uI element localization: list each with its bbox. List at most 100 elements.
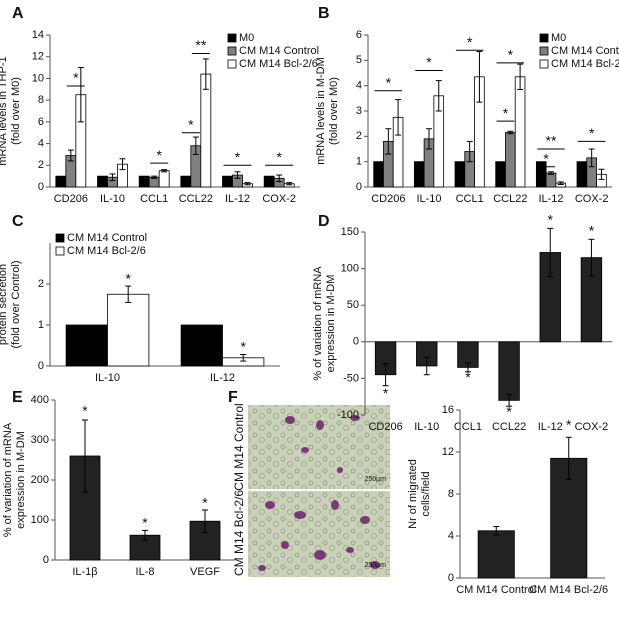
y-tick-label: 5 <box>356 54 362 66</box>
legend-swatch <box>539 33 549 43</box>
legend-label: CM M14 Bcl-2/6 <box>67 245 146 257</box>
error-bar <box>493 526 500 536</box>
y-tick-label: 12 <box>32 51 44 63</box>
y-tick-label: 1 <box>356 156 362 168</box>
x-tick-label: CCL1 <box>454 421 482 433</box>
error-bar <box>82 419 88 493</box>
significance-marker: * <box>142 515 148 531</box>
significance-marker: * <box>156 147 162 163</box>
significance-marker: * <box>506 404 512 420</box>
x-tick-label: IL-10 <box>416 193 441 205</box>
significance-marker: * <box>465 369 471 385</box>
significance-marker: * <box>426 54 432 70</box>
bar <box>97 175 108 188</box>
y-tick-label: 200 <box>31 474 49 486</box>
x-tick-label: IL-12 <box>225 193 250 205</box>
legend-swatch <box>227 33 237 43</box>
bar <box>180 175 192 188</box>
significance-marker: * <box>543 150 549 166</box>
error-bar <box>286 182 293 186</box>
x-tick-label: IL-12 <box>538 421 563 433</box>
y-tick-label: 1 <box>38 319 44 331</box>
bar <box>454 161 466 188</box>
y-tick-label: 16 <box>442 404 454 416</box>
panel-chart: E 0 100 200 300 400 % of variation of mRNA expr… <box>2 389 235 578</box>
legend-label: M0 <box>239 32 254 44</box>
x-tick-label: IL-10 <box>95 372 120 384</box>
bar <box>65 324 108 367</box>
error-bar <box>385 128 392 155</box>
panel-letter: E <box>12 389 23 406</box>
significance-marker: * <box>503 105 509 121</box>
x-tick-label: VEGF <box>190 566 220 578</box>
scale-label: 250µm <box>364 476 386 483</box>
error-bar <box>192 136 199 155</box>
bar <box>138 175 150 188</box>
bar <box>222 175 233 188</box>
x-tick-label: IL-10 <box>100 193 125 205</box>
error-bar <box>548 171 554 175</box>
error-bar <box>588 238 595 277</box>
legend-swatch <box>55 246 65 256</box>
legend-label: CM M14 Control <box>551 45 619 57</box>
y-tick-label: 0 <box>38 181 44 193</box>
panel-chart: F 0 4 8 12 16 Nr of migrated cells/field CM M14 … <box>228 389 608 596</box>
y-tick-label: 4 <box>448 530 454 542</box>
error-bar <box>598 168 605 180</box>
y-axis-label: % of variation of mRNA <box>312 266 324 381</box>
error-bar <box>119 158 126 171</box>
y-tick-label: -50 <box>343 372 359 384</box>
significance-marker: ** <box>546 133 557 149</box>
y-axis-label: expression in M-DM <box>325 275 337 373</box>
micrographs <box>248 405 390 577</box>
x-tick-label: CCL22 <box>492 421 526 433</box>
stained-cells <box>258 415 380 571</box>
x-tick-label: COX-2 <box>262 193 296 205</box>
error-bar <box>557 181 564 185</box>
x-tick-label: CCL22 <box>179 193 213 205</box>
y-tick-label: 10 <box>32 72 44 84</box>
bar <box>545 172 557 188</box>
y-tick-label: 6 <box>356 29 362 41</box>
significance-marker: * <box>73 70 79 86</box>
panel-letter: C <box>12 213 24 230</box>
error-bar <box>435 80 442 112</box>
y-tick-label: 3 <box>356 105 362 117</box>
error-bar <box>507 130 514 135</box>
significance-marker: * <box>383 385 389 401</box>
panel-chart: A 0 2 4 6 8 10 12 14 mRNA levels in THP-1(fold ov… <box>0 5 319 205</box>
error-bar <box>395 99 402 136</box>
panel-letter: B <box>318 5 330 22</box>
error-bar <box>125 285 132 303</box>
bar <box>514 76 526 188</box>
image-label: CM M14 Bcl-2/6 <box>232 490 246 576</box>
panel-chart: D -100 -50 0 50 100 150 % of variation of mRNA e… <box>312 212 612 433</box>
legend-swatch <box>539 59 549 69</box>
y-tick-label: 0 <box>356 181 362 193</box>
x-tick-label: IL-12 <box>210 372 235 384</box>
bar <box>505 132 516 188</box>
y-axis-label: expression in M-DM <box>15 431 27 529</box>
y-axis-label: cells/field <box>420 471 432 516</box>
y-axis-label: (fold over M0) <box>10 77 22 145</box>
error-bar <box>565 436 572 480</box>
significance-marker: * <box>386 74 392 90</box>
y-tick-label: 2 <box>356 130 362 142</box>
y-tick-label: 4 <box>38 137 44 149</box>
significance-marker: * <box>125 271 131 287</box>
bar <box>263 175 275 188</box>
error-bar <box>234 171 241 179</box>
legend-swatch <box>539 46 549 56</box>
x-tick-label: IL-12 <box>538 193 563 205</box>
x-tick-label: COX-2 <box>575 421 609 433</box>
significance-marker: * <box>589 223 595 239</box>
significance-marker: ** <box>195 37 206 53</box>
error-bar <box>426 128 432 150</box>
x-tick-label: IL-10 <box>414 421 439 433</box>
legend-swatch <box>55 233 65 243</box>
significance-marker: * <box>82 403 88 419</box>
bar <box>477 530 515 579</box>
error-bar <box>382 363 389 387</box>
legend-label: CM M14 Control <box>67 232 147 244</box>
y-tick-label: 14 <box>32 29 44 41</box>
